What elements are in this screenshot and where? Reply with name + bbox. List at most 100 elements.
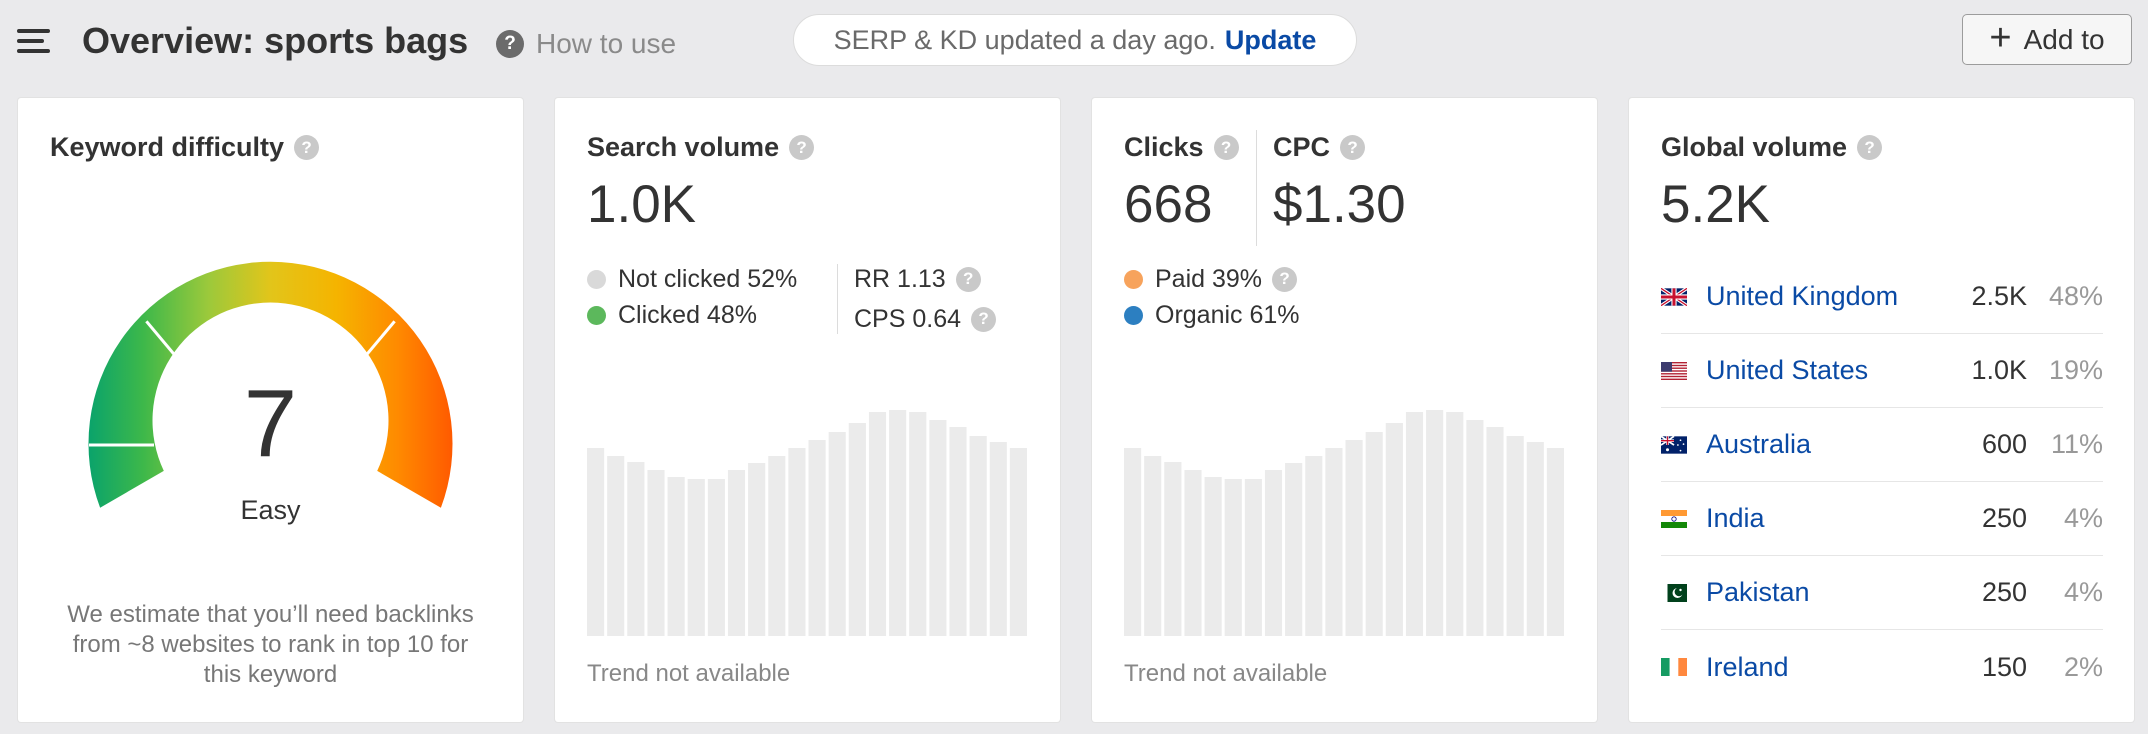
placeholder-bar (587, 448, 605, 636)
kd-score: 7 (243, 370, 298, 477)
placeholder-bar (989, 442, 1007, 636)
kd-gauge-arc (88, 261, 453, 508)
not-clicked-label: Not clicked 52% (618, 264, 798, 293)
country-list: United Kingdom 2.5K 48% United States 1.… (1661, 260, 2103, 704)
placeholder-bar (687, 479, 705, 636)
placeholder-bar (1124, 448, 1142, 636)
cpc-title-label: CPC (1273, 132, 1331, 162)
placeholder-bar (607, 456, 625, 636)
placeholder-bar (1446, 412, 1464, 636)
kd-estimate-note: We estimate that you’ll need backlinks f… (67, 601, 474, 688)
cps-label: CPS 0.64 (854, 304, 962, 333)
placeholder-bar (909, 412, 927, 636)
search-volume-card: Search volume ? 1.0K Not clicked 52% Cli… (555, 98, 1060, 722)
search-volume-title: Search volume ? (587, 132, 815, 163)
placeholder-bar (949, 427, 967, 636)
clicked-label: Clicked 48% (618, 300, 757, 329)
kd-gauge-tick (351, 320, 396, 373)
search-volume-value: 1.0K (587, 175, 697, 234)
paid-organic-legend: Paid 39% ? Organic 61% (1124, 261, 1300, 333)
country-name[interactable]: India (1706, 503, 1765, 533)
paid-dot-icon (1124, 269, 1143, 289)
clicks-value: 668 (1124, 175, 1213, 234)
country-name[interactable]: Ireland (1706, 651, 1789, 682)
placeholder-bar (808, 440, 826, 636)
placeholder-bar (1526, 442, 1544, 636)
country-row: India 250 4% (1661, 482, 2103, 556)
placeholder-bar (1285, 463, 1303, 636)
country-volume: 250 (1981, 503, 2027, 533)
country-percent: 4% (2063, 577, 2103, 607)
divider (1256, 130, 1257, 246)
placeholder-bar (929, 420, 947, 636)
serp-status-text: SERP & KD updated a day ago. (833, 24, 1216, 55)
clicks-help-icon[interactable]: ? (1213, 135, 1239, 160)
paid-help-icon[interactable]: ? (1272, 266, 1298, 292)
menu-icon[interactable] (17, 27, 50, 53)
rr-help-icon[interactable]: ? (955, 266, 981, 292)
country-volume: 1.0K (1971, 355, 2027, 385)
placeholder-bar (788, 448, 806, 636)
cpc-help-icon[interactable]: ? (1340, 135, 1366, 160)
placeholder-bar (1506, 436, 1524, 636)
keyword-difficulty-card: Keyword difficulty ? 7 Easy We estimate … (18, 98, 523, 722)
trend-placeholder-chart (587, 410, 1027, 636)
placeholder-bar (1325, 448, 1343, 636)
add-to-label: Add to (2023, 23, 2105, 55)
country-volume: 250 (1981, 577, 2027, 607)
rr-row: RR 1.13 ? (854, 261, 996, 297)
cpc-title: CPC ? (1273, 132, 1366, 163)
au-flag-icon (1661, 435, 1687, 454)
kd-gauge (88, 261, 453, 508)
rr-cps-stats: RR 1.13 ? CPS 0.64 ? (854, 261, 997, 337)
help-icon: ? (496, 30, 524, 58)
country-row: United States 1.0K 19% (1661, 334, 2103, 408)
legend-item: Organic 61% (1124, 297, 1300, 333)
country-row: Ireland 150 2% (1661, 630, 2103, 704)
country-percent: 19% (2048, 355, 2103, 385)
placeholder-bar (667, 477, 685, 636)
organic-label: Organic 61% (1155, 300, 1300, 329)
in-flag-icon (1661, 509, 1687, 528)
global-volume-help-icon[interactable]: ? (1857, 135, 1883, 160)
country-name[interactable]: Australia (1706, 429, 1812, 459)
rr-label: RR 1.13 (854, 264, 946, 293)
search-volume-help-icon[interactable]: ? (789, 135, 815, 160)
placeholder-bar (1305, 456, 1323, 636)
placeholder-bar (1466, 420, 1484, 636)
trend-not-available: Trend not available (1124, 660, 1328, 687)
placeholder-bar (1546, 448, 1564, 636)
cps-help-icon[interactable]: ? (971, 306, 997, 332)
placeholder-bar (1164, 462, 1182, 636)
placeholder-bar (647, 470, 665, 636)
country-volume: 600 (1981, 429, 2027, 459)
kd-title-label: Keyword difficulty (50, 132, 285, 162)
paid-label: Paid 39% (1155, 264, 1263, 293)
placeholder-bar (1244, 479, 1262, 636)
global-volume-title: Global volume ? (1661, 132, 1883, 163)
country-row: Australia 600 11% (1661, 408, 2103, 482)
organic-dot-icon (1124, 305, 1143, 325)
country-name[interactable]: United Kingdom (1706, 281, 1899, 311)
kd-help-icon[interactable]: ? (294, 135, 320, 160)
placeholder-bar (707, 479, 725, 636)
update-link[interactable]: Update (1224, 24, 1317, 55)
country-name[interactable]: United States (1706, 355, 1869, 385)
serp-status-banner: SERP & KD updated a day ago. Update (793, 14, 1357, 66)
add-to-button[interactable]: + Add to (1962, 14, 2132, 65)
trend-placeholder-chart (1124, 410, 1564, 636)
not-clicked-dot-icon (587, 269, 606, 289)
placeholder-bar (1426, 410, 1444, 636)
global-volume-card: Global volume ? 5.2K United Kingdom 2.5K… (1629, 98, 2134, 722)
placeholder-bar (1385, 423, 1403, 636)
clicks-cpc-card: Clicks ? 668 CPC ? $1.30 Paid 39% ? Orga… (1092, 98, 1597, 722)
clicks-title: Clicks ? (1124, 132, 1239, 163)
country-percent: 11% (2050, 429, 2103, 459)
kd-gauge-tick (145, 320, 190, 373)
how-to-use-link[interactable]: ? How to use (496, 28, 676, 60)
cps-row: CPS 0.64 ? (854, 301, 997, 337)
global-volume-value: 5.2K (1661, 175, 1771, 234)
placeholder-bar (727, 470, 746, 636)
trend-not-available: Trend not available (587, 660, 791, 687)
country-name[interactable]: Pakistan (1706, 577, 1810, 607)
